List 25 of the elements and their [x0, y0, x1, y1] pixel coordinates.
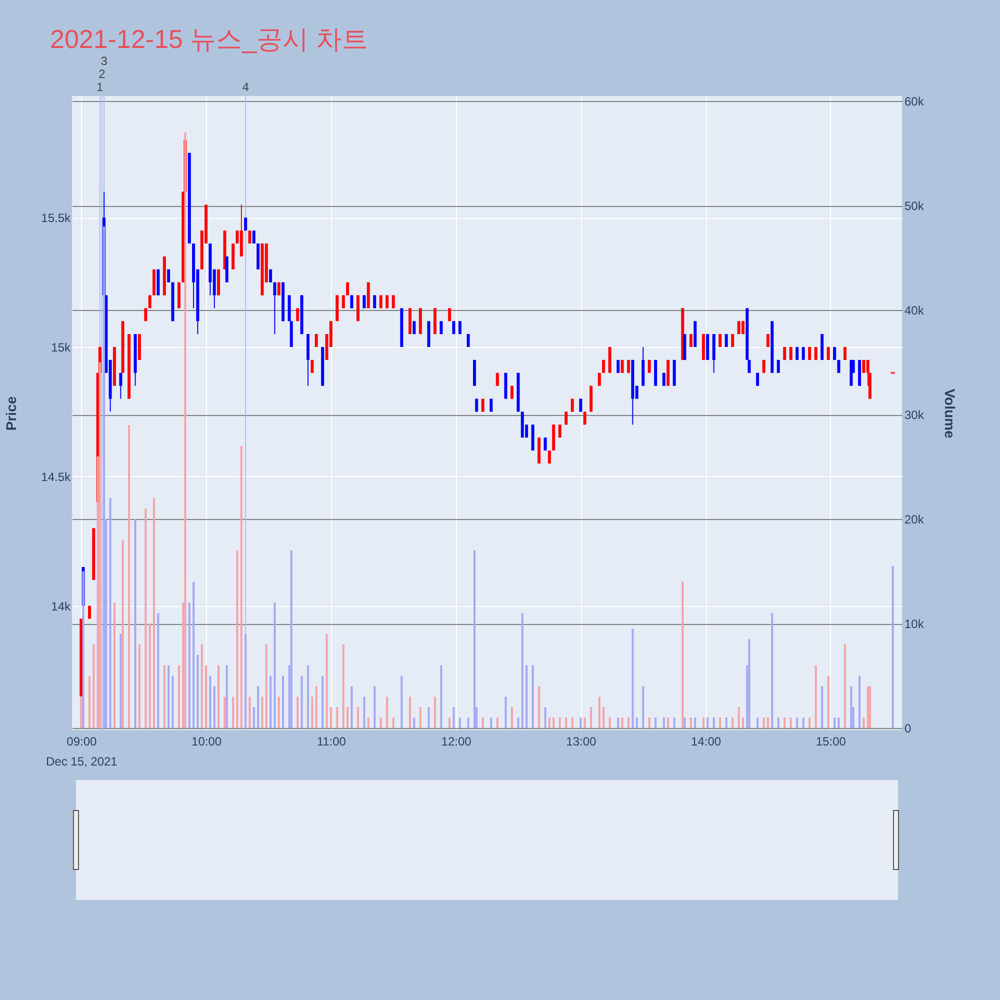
y2-tick-label: 10k — [904, 617, 925, 632]
x-tick-label: 13:00 — [566, 734, 596, 748]
y2-tick-label: 0 — [904, 722, 912, 736]
ref-line-label: 2 — [98, 67, 106, 81]
y-tick-label: 15k — [51, 340, 72, 355]
x-tick-label: 10:00 — [192, 734, 222, 748]
y2-tick-label: 60k — [904, 94, 925, 109]
y2-tick-label: 20k — [904, 512, 925, 527]
ref-line-label: 3 — [100, 54, 108, 68]
chart-title: 2021-12-15 뉴스_공시 차트 — [50, 23, 368, 56]
y2-tick-label: 40k — [904, 304, 925, 318]
x-tick-label: 14:00 — [691, 734, 722, 748]
x-tick-label: 11:00 — [316, 734, 346, 748]
y-tick-label: 15.5k — [41, 211, 72, 226]
x-tick-label: 09:00 Dec 15, 2021 — [46, 734, 118, 768]
y-tick-label: 14k — [51, 599, 72, 614]
y2-tick-label: 30k — [904, 408, 925, 422]
y-axis-title: Price — [3, 396, 20, 431]
ref-line-label: 1 — [96, 80, 104, 94]
x-tick-label: 12:00 — [441, 734, 472, 748]
y-tick-label: 14.5k — [41, 470, 72, 484]
ref-line-label: 4 — [242, 80, 250, 94]
y2-tick-label: 50k — [904, 199, 925, 214]
y2-axis-title: Volume — [942, 388, 958, 438]
x-tick-label: 15:00 — [816, 734, 846, 748]
